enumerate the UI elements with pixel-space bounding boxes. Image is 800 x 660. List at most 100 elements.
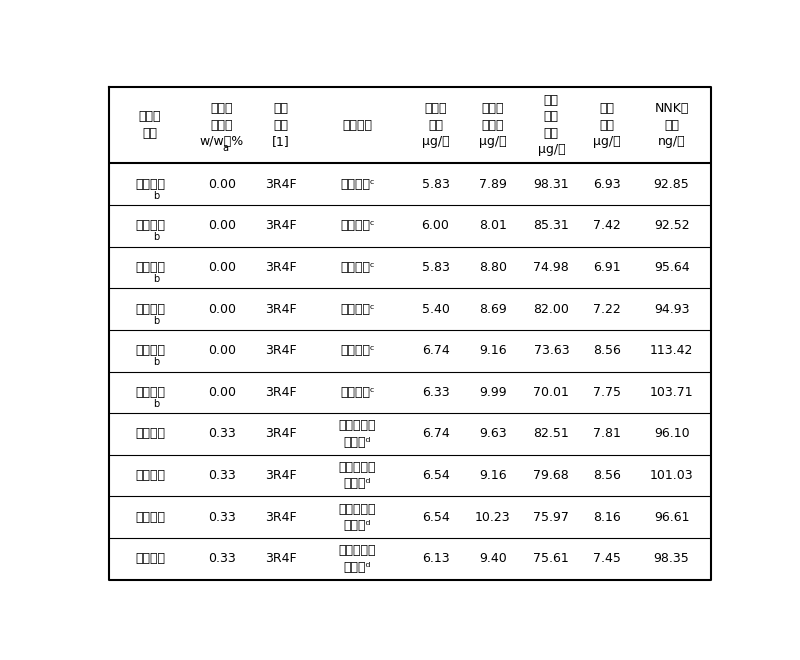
Text: 3R4F: 3R4F: [265, 219, 297, 232]
Text: 巴豆醛
含量，
μg/支: 巴豆醛 含量， μg/支: [479, 102, 506, 148]
Text: 卷烟类别: 卷烟类别: [342, 119, 372, 131]
Text: b: b: [153, 191, 159, 201]
Text: 添加大枣浸
膏卷烟ᵈ: 添加大枣浸 膏卷烟ᵈ: [338, 419, 376, 449]
Text: 113.42: 113.42: [650, 344, 694, 357]
Text: 9.16: 9.16: [479, 469, 506, 482]
Text: 8.01: 8.01: [478, 219, 506, 232]
Text: 0.00: 0.00: [208, 261, 236, 274]
Text: 对照卷烟ᶜ: 对照卷烟ᶜ: [340, 302, 374, 315]
Text: 9.40: 9.40: [479, 552, 506, 566]
Text: 0.00: 0.00: [208, 302, 236, 315]
Text: 92.85: 92.85: [654, 178, 690, 191]
Text: 溶剂空白: 溶剂空白: [135, 219, 165, 232]
Text: 79.68: 79.68: [534, 469, 570, 482]
Text: 大枣浸膏: 大枣浸膏: [135, 469, 165, 482]
Text: 3R4F: 3R4F: [265, 469, 297, 482]
Text: 6.54: 6.54: [422, 469, 450, 482]
Text: 6.74: 6.74: [422, 344, 450, 357]
Text: 8.56: 8.56: [593, 344, 621, 357]
Text: 73.63: 73.63: [534, 344, 569, 357]
Text: 7.42: 7.42: [593, 219, 621, 232]
Text: 3R4F: 3R4F: [265, 261, 297, 274]
Text: 6.33: 6.33: [422, 386, 450, 399]
Text: 添加大枣浸
膏卷烟ᵈ: 添加大枣浸 膏卷烟ᵈ: [338, 544, 376, 574]
Text: 74.98: 74.98: [534, 261, 570, 274]
Text: b: b: [153, 232, 159, 242]
Text: 98.35: 98.35: [654, 552, 690, 566]
Text: 0.33: 0.33: [208, 428, 236, 440]
Text: 85.31: 85.31: [534, 219, 570, 232]
Text: 6.13: 6.13: [422, 552, 450, 566]
Text: b: b: [153, 357, 159, 368]
Text: 101.03: 101.03: [650, 469, 694, 482]
Text: 92.52: 92.52: [654, 219, 690, 232]
Text: 6.93: 6.93: [593, 178, 621, 191]
Text: 6.74: 6.74: [422, 428, 450, 440]
Text: 98.31: 98.31: [534, 178, 569, 191]
Text: 溶剂空白: 溶剂空白: [135, 261, 165, 274]
Text: 7.45: 7.45: [593, 552, 621, 566]
Text: 5.83: 5.83: [422, 178, 450, 191]
Text: 大枣浸膏: 大枣浸膏: [135, 428, 165, 440]
Text: 溶剂空白: 溶剂空白: [135, 344, 165, 357]
Text: 8.16: 8.16: [593, 511, 621, 524]
Text: 苯酚含
量，
μg/支: 苯酚含 量， μg/支: [422, 102, 450, 148]
Text: 溶剂空白: 溶剂空白: [135, 386, 165, 399]
Text: 0.33: 0.33: [208, 469, 236, 482]
Text: 对照卷烟ᶜ: 对照卷烟ᶜ: [340, 386, 374, 399]
Text: 94.93: 94.93: [654, 302, 690, 315]
Text: 对照卷烟ᶜ: 对照卷烟ᶜ: [340, 261, 374, 274]
Text: 0.00: 0.00: [208, 219, 236, 232]
Text: 氨含
量，
μg/支: 氨含 量， μg/支: [593, 102, 621, 148]
Text: 9.16: 9.16: [479, 344, 506, 357]
Text: 添加剂
浓度，
w/w，%: 添加剂 浓度， w/w，%: [200, 102, 244, 148]
Text: 大枣浸膏: 大枣浸膏: [135, 511, 165, 524]
Text: NNK含
量，
ng/支: NNK含 量， ng/支: [654, 102, 689, 148]
Text: 96.10: 96.10: [654, 428, 690, 440]
Text: 5.40: 5.40: [422, 302, 450, 315]
Text: 3R4F: 3R4F: [265, 552, 297, 566]
Text: b: b: [153, 315, 159, 326]
Text: 3R4F: 3R4F: [265, 386, 297, 399]
Text: a: a: [222, 143, 228, 153]
Text: 7.89: 7.89: [478, 178, 506, 191]
Text: 75.61: 75.61: [534, 552, 570, 566]
Text: 对照卷烟ᶜ: 对照卷烟ᶜ: [340, 344, 374, 357]
Text: 0.00: 0.00: [208, 386, 236, 399]
Text: 8.69: 8.69: [479, 302, 506, 315]
Text: 10.23: 10.23: [475, 511, 510, 524]
Text: 0.33: 0.33: [208, 511, 236, 524]
Text: 3R4F: 3R4F: [265, 511, 297, 524]
Text: 溶剂空白: 溶剂空白: [135, 178, 165, 191]
Text: 氢氰
酸含
量，
μg/支: 氢氰 酸含 量， μg/支: [538, 94, 565, 156]
Text: 7.22: 7.22: [593, 302, 621, 315]
Text: 0.00: 0.00: [208, 344, 236, 357]
Text: 标准
卷烟
[1]: 标准 卷烟 [1]: [272, 102, 290, 148]
Text: 9.99: 9.99: [479, 386, 506, 399]
Text: 7.81: 7.81: [593, 428, 621, 440]
Text: 82.51: 82.51: [534, 428, 570, 440]
Text: 添加大枣浸
膏卷烟ᵈ: 添加大枣浸 膏卷烟ᵈ: [338, 461, 376, 490]
Text: 75.97: 75.97: [534, 511, 570, 524]
Text: 6.54: 6.54: [422, 511, 450, 524]
Text: 溶剂空白: 溶剂空白: [135, 302, 165, 315]
Text: 0.33: 0.33: [208, 552, 236, 566]
Text: 3R4F: 3R4F: [265, 178, 297, 191]
Text: 大枣浸膏: 大枣浸膏: [135, 552, 165, 566]
Text: 96.61: 96.61: [654, 511, 690, 524]
Text: 82.00: 82.00: [534, 302, 570, 315]
Text: 5.83: 5.83: [422, 261, 450, 274]
Text: 7.75: 7.75: [593, 386, 621, 399]
Text: 对照卷烟ᶜ: 对照卷烟ᶜ: [340, 178, 374, 191]
Text: 70.01: 70.01: [534, 386, 570, 399]
Text: 6.91: 6.91: [593, 261, 621, 274]
Text: 3R4F: 3R4F: [265, 428, 297, 440]
Text: 8.56: 8.56: [593, 469, 621, 482]
Text: 103.71: 103.71: [650, 386, 694, 399]
Text: 添加剂
种类: 添加剂 种类: [138, 110, 161, 140]
Text: b: b: [153, 399, 159, 409]
Text: 3R4F: 3R4F: [265, 344, 297, 357]
Text: 9.63: 9.63: [479, 428, 506, 440]
Text: 0.00: 0.00: [208, 178, 236, 191]
Text: 8.80: 8.80: [478, 261, 506, 274]
